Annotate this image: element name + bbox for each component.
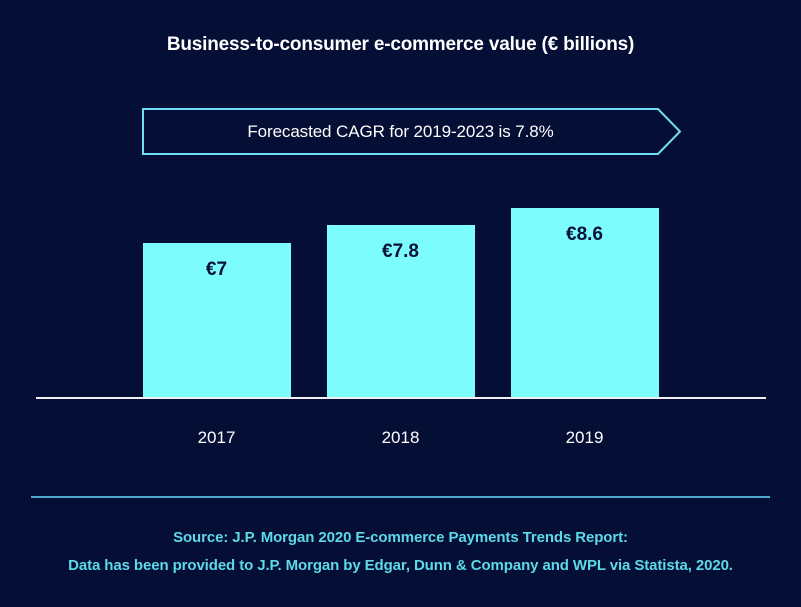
banner-arrow-outline-icon: [142, 108, 682, 155]
chart-title: Business-to-consumer e-commerce value (€…: [166, 34, 635, 55]
x-axis-label-2019: 2019: [565, 428, 604, 447]
source-line-2: Data has been provided to J.P. Morgan by…: [68, 557, 733, 574]
bar-2018: €7.8: [326, 225, 475, 397]
x-axis-labels: 2017 2018 2019: [0, 428, 801, 448]
source-line-1: Source: J.P. Morgan 2020 E-commerce Paym…: [173, 529, 628, 546]
x-axis-label-2017: 2017: [197, 428, 236, 447]
cagr-banner: Forecasted CAGR for 2019-2023 is 7.8%: [142, 108, 682, 155]
x-axis-line: [36, 397, 766, 399]
bar-value-label: €7.8: [382, 241, 419, 262]
footer-divider: [31, 496, 770, 498]
bar-value-label: €8.6: [566, 224, 603, 245]
source-note: Source: J.P. Morgan 2020 E-commerce Paym…: [0, 524, 801, 580]
x-axis-label-2018: 2018: [381, 428, 420, 447]
bar-2019: €8.6: [510, 208, 659, 397]
bar-value-label: €7: [205, 259, 228, 280]
bar-chart: €7 €7.8 €8.6: [0, 208, 801, 397]
bar-2017: €7: [142, 243, 291, 397]
banner-label: Forecasted CAGR for 2019-2023 is 7.8%: [247, 121, 554, 141]
